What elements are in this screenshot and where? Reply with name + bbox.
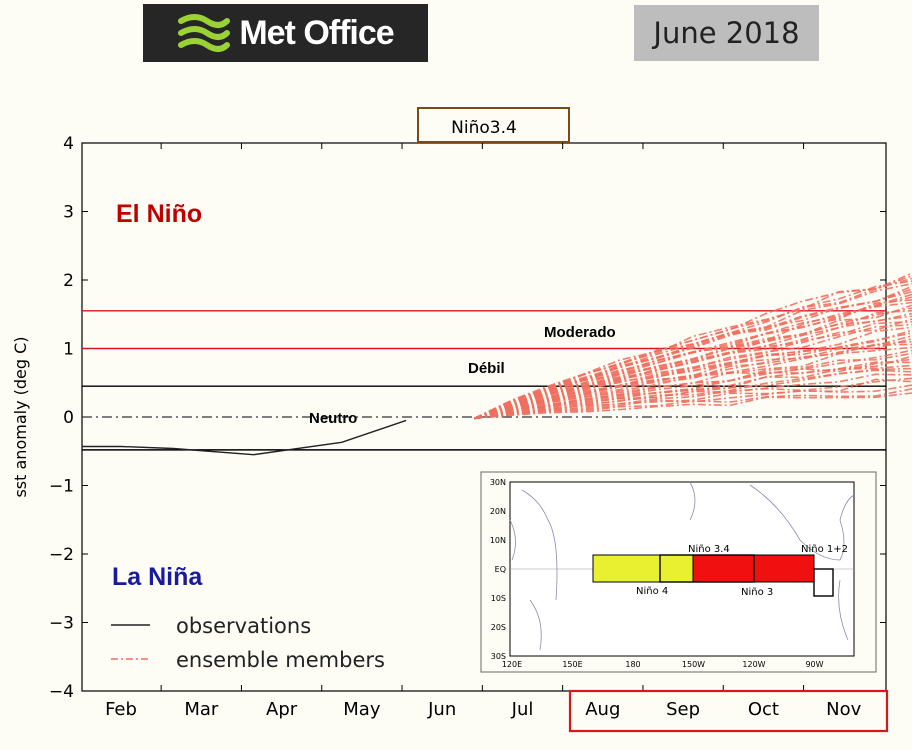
ensemble-member-line (474, 377, 912, 420)
nino34-label: Niño 3.4 (688, 544, 730, 555)
nino-regions-inset-map: Niño 4 Niño 3.4 Niño 3 Niño 1+2 30N 20N 10… (480, 471, 877, 673)
x-tick-label: Oct (748, 699, 779, 720)
y-tick-label: −1 (49, 477, 74, 497)
ensemble-member-line (474, 384, 912, 420)
y-axis-label: sst anomaly (deg C) (11, 336, 30, 497)
forecast-date: June 2018 (634, 5, 819, 61)
el-nino-label: El Niño (116, 200, 202, 228)
x-tick-label: Jul (511, 699, 534, 720)
inset-lat-label: 30N (490, 478, 506, 487)
ensemble-member-line (473, 293, 912, 420)
inset-lat-label: 10S (491, 594, 506, 603)
nino4-label: Niño 4 (636, 586, 668, 597)
nino12-label: Niño 1+2 (801, 544, 848, 555)
debil-label: Débil (468, 360, 505, 377)
y-tick-label: −3 (49, 614, 74, 634)
observations-line (82, 419, 407, 456)
y-tick-label: 0 (63, 408, 74, 428)
inset-lon-label: 120E (502, 660, 522, 669)
logo-text: Met Office (239, 13, 394, 52)
ensemble-member-line (473, 280, 912, 420)
ensemble-member-line (474, 309, 912, 420)
moderado-label: Moderado (544, 324, 616, 341)
ensemble-member-line (474, 352, 912, 420)
x-tick-label: May (343, 699, 381, 720)
y-tick-label: 1 (63, 340, 74, 360)
nino34-region-box (659, 554, 755, 583)
ensemble-member-line (474, 304, 912, 420)
neutro-label: Neutro (309, 410, 357, 427)
met-office-logo: Met Office (143, 4, 428, 62)
inset-lon-label: 90W (805, 660, 823, 669)
ensemble-member-line (474, 349, 912, 420)
inset-lat-label: EQ (495, 565, 506, 574)
x-tick-label: Aug (585, 699, 620, 720)
y-tick-labels: 4 3 2 1 0 −1 −2 −3 −4 (49, 134, 74, 702)
inset-lon-label: 150E (562, 660, 582, 669)
ensemble-member-line (474, 358, 912, 420)
inset-coastlines (509, 481, 855, 651)
la-nina-label: La Niña (112, 563, 203, 591)
inset-lon-labels: 120E 150E 180 150W 120W 90W (502, 660, 824, 669)
y-tick-label: 4 (63, 134, 74, 154)
nino3-label: Niño 3 (741, 587, 773, 598)
x-tick-label: Nov (826, 699, 861, 720)
ensemble-member-line (474, 343, 912, 420)
y-tick-label: −2 (49, 545, 74, 565)
x-tick-label: Apr (266, 699, 298, 720)
x-tick-label: Mar (184, 699, 219, 720)
ensemble-member-line (474, 369, 912, 420)
ensemble-member-line (474, 367, 912, 420)
ensemble-member-line (473, 288, 912, 420)
y-tick-label: 2 (63, 271, 74, 291)
legend-ensemble-label: ensemble members (176, 648, 385, 672)
x-tick-labels: Feb Mar Apr May Jun Jul Aug Sep Oct Nov (105, 699, 862, 720)
inset-lon-label: 150W (682, 660, 705, 669)
y-tick-label: 3 (63, 203, 74, 223)
legend-observations-label: observations (176, 614, 311, 638)
forecast-months-highlight (568, 689, 889, 733)
ensemble-member-line (473, 285, 912, 420)
x-tick-label: Sep (666, 699, 700, 720)
inset-lon-label: 120W (742, 660, 765, 669)
ensemble-member-line (474, 378, 912, 420)
ensemble-member-line (474, 355, 912, 420)
inset-lat-label: 10N (490, 536, 506, 545)
ensemble-members (473, 272, 912, 420)
title-box (417, 107, 570, 143)
chart-title: Niño3.4 (451, 118, 517, 138)
nino4-region-box (592, 554, 694, 583)
y-tick-label: −4 (49, 682, 74, 702)
inset-lat-labels: 30N 20N 10N EQ 10S 20S 30S (490, 478, 506, 661)
x-tick-label: Jun (427, 699, 456, 720)
x-tick-label: Feb (105, 699, 137, 720)
inset-lat-label: 30S (491, 652, 506, 661)
ensemble-member-line (474, 392, 912, 420)
inset-lat-label: 20N (490, 507, 506, 516)
met-office-waves-icon (178, 14, 231, 52)
ensemble-member-line (473, 272, 912, 420)
nino12-region-box (813, 568, 834, 597)
ensemble-member-line (473, 290, 912, 420)
inset-lat-label: 20S (491, 623, 506, 632)
inset-lon-label: 180 (625, 660, 640, 669)
legend: observations ensemble members (111, 614, 385, 672)
